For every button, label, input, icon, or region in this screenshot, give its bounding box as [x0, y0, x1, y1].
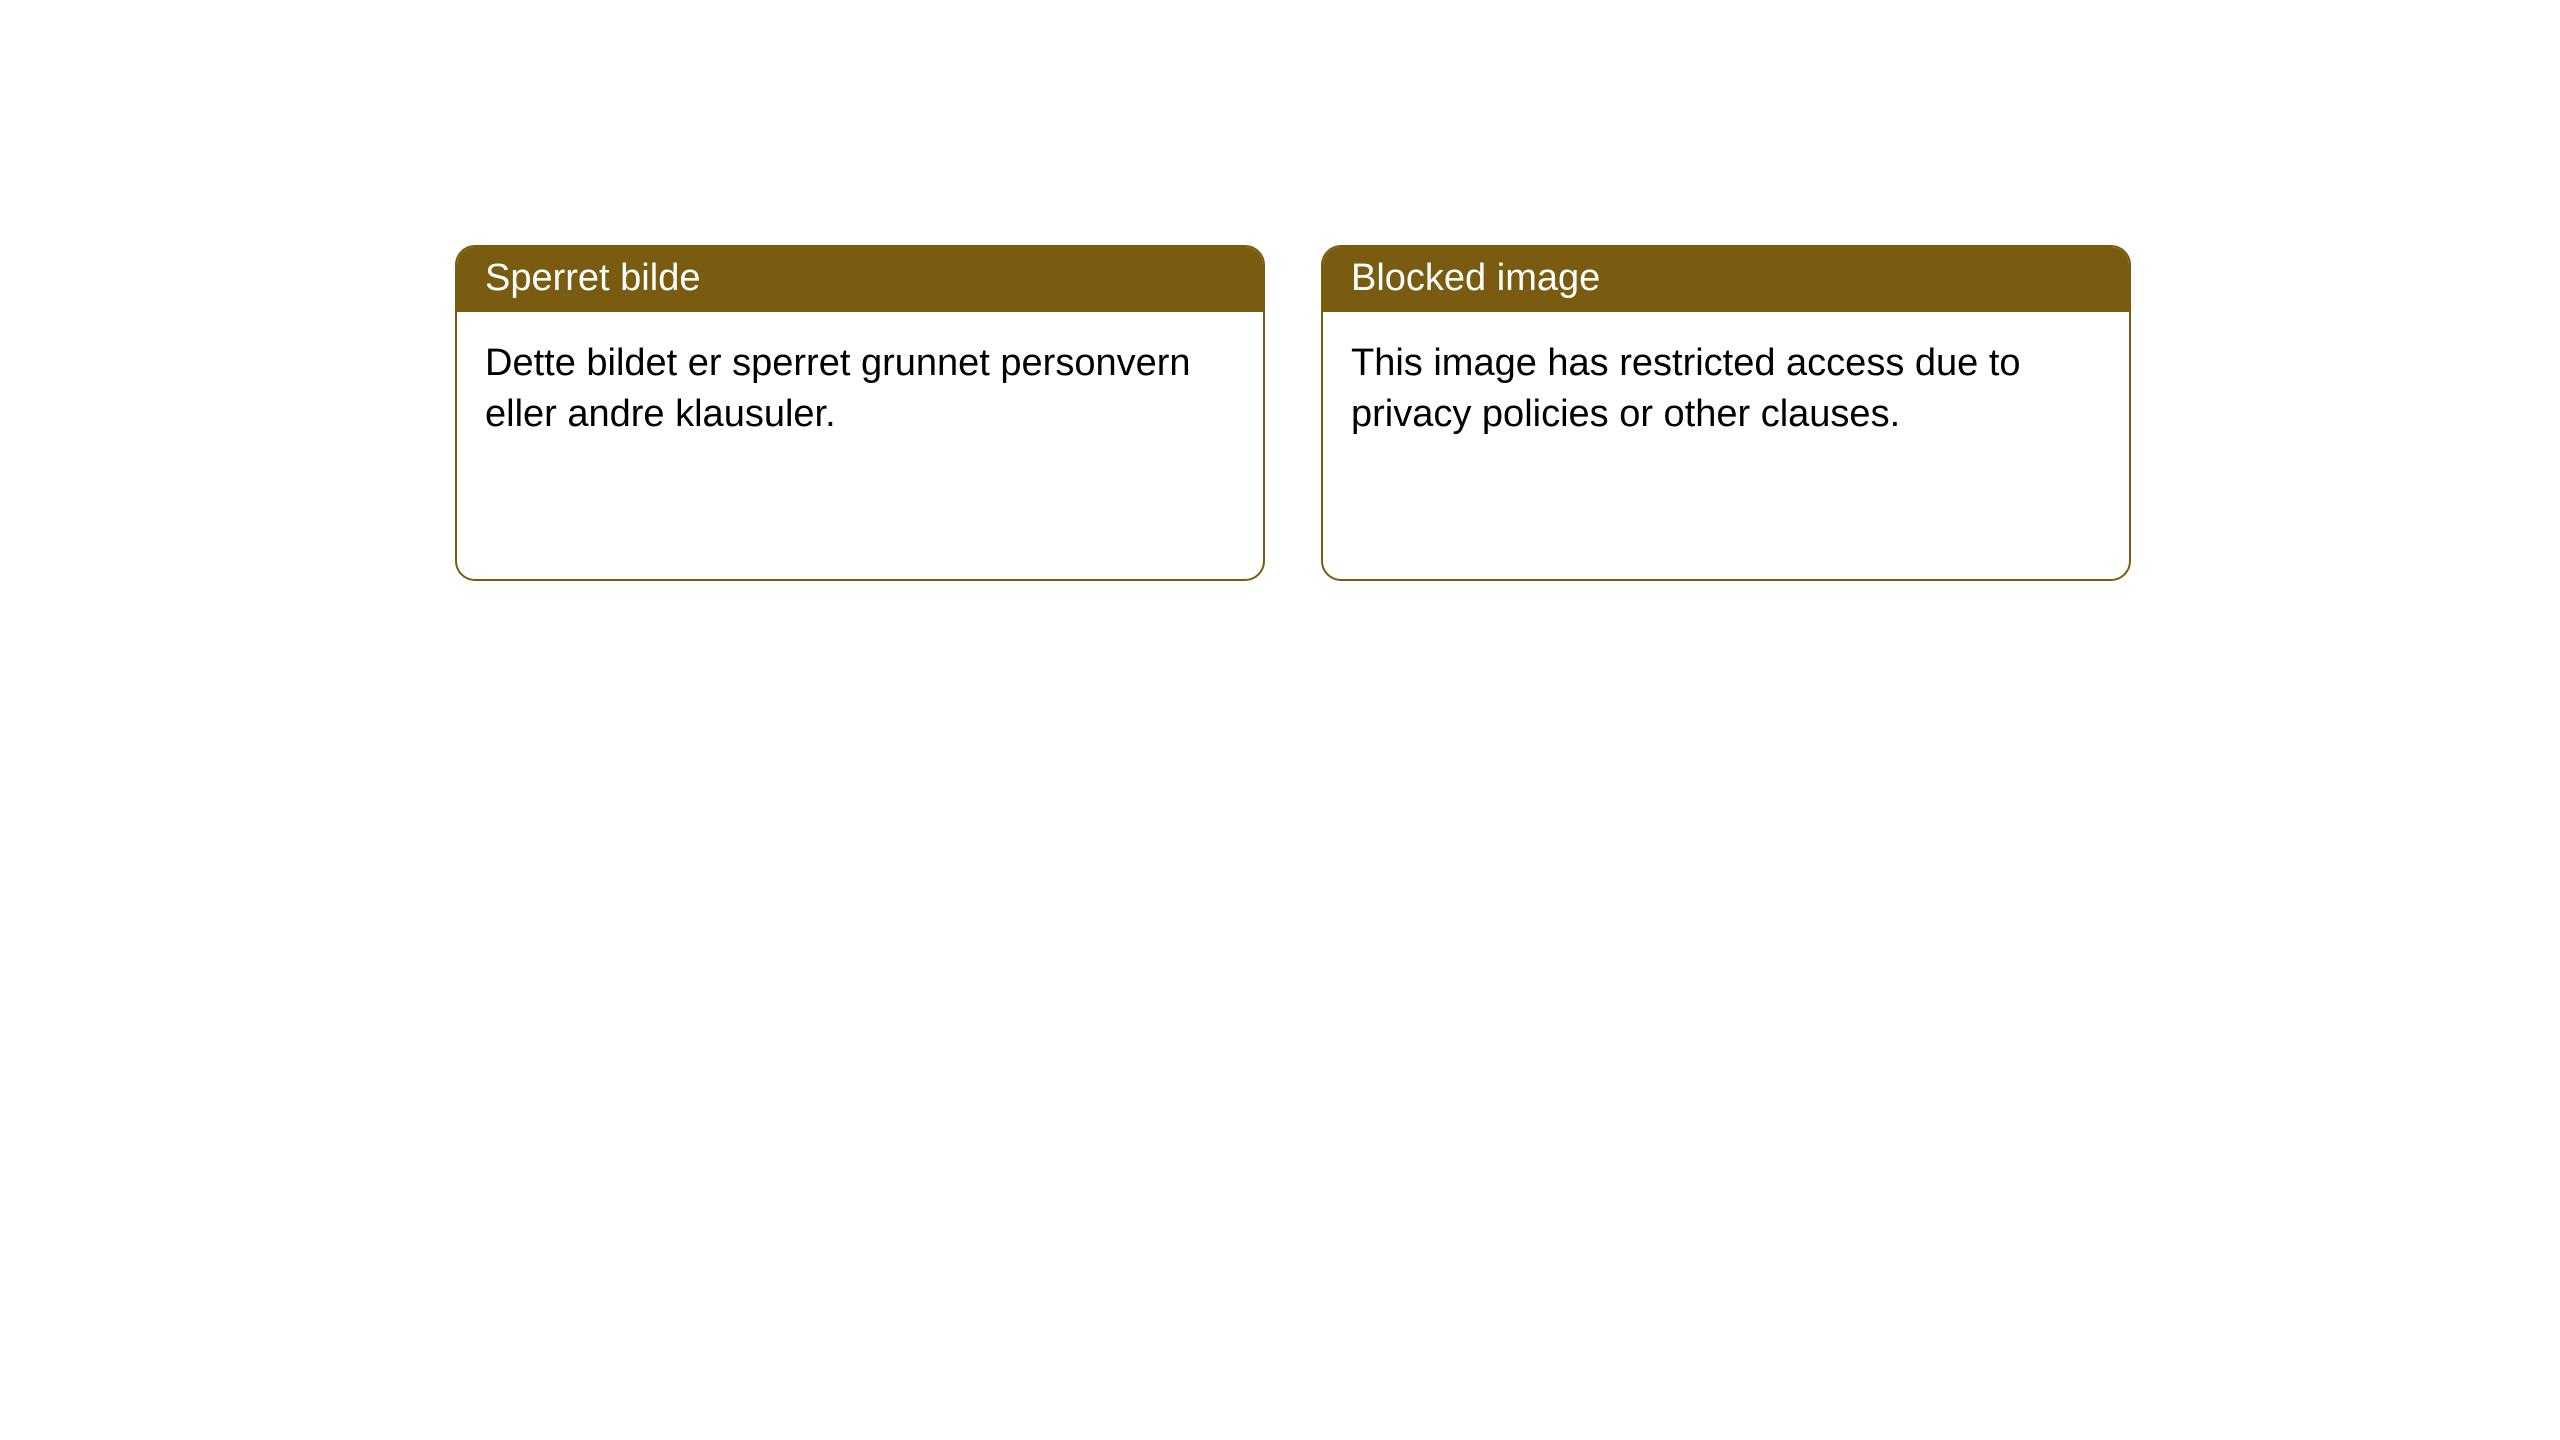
panel-left: Sperret bilde Dette bildet er sperret gr… [455, 245, 1265, 581]
panel-right-body: This image has restricted access due to … [1323, 312, 2129, 467]
panel-right: Blocked image This image has restricted … [1321, 245, 2131, 581]
panel-left-header: Sperret bilde [457, 247, 1263, 312]
panel-left-body: Dette bildet er sperret grunnet personve… [457, 312, 1263, 467]
panels-container: Sperret bilde Dette bildet er sperret gr… [0, 0, 2560, 581]
panel-right-header: Blocked image [1323, 247, 2129, 312]
